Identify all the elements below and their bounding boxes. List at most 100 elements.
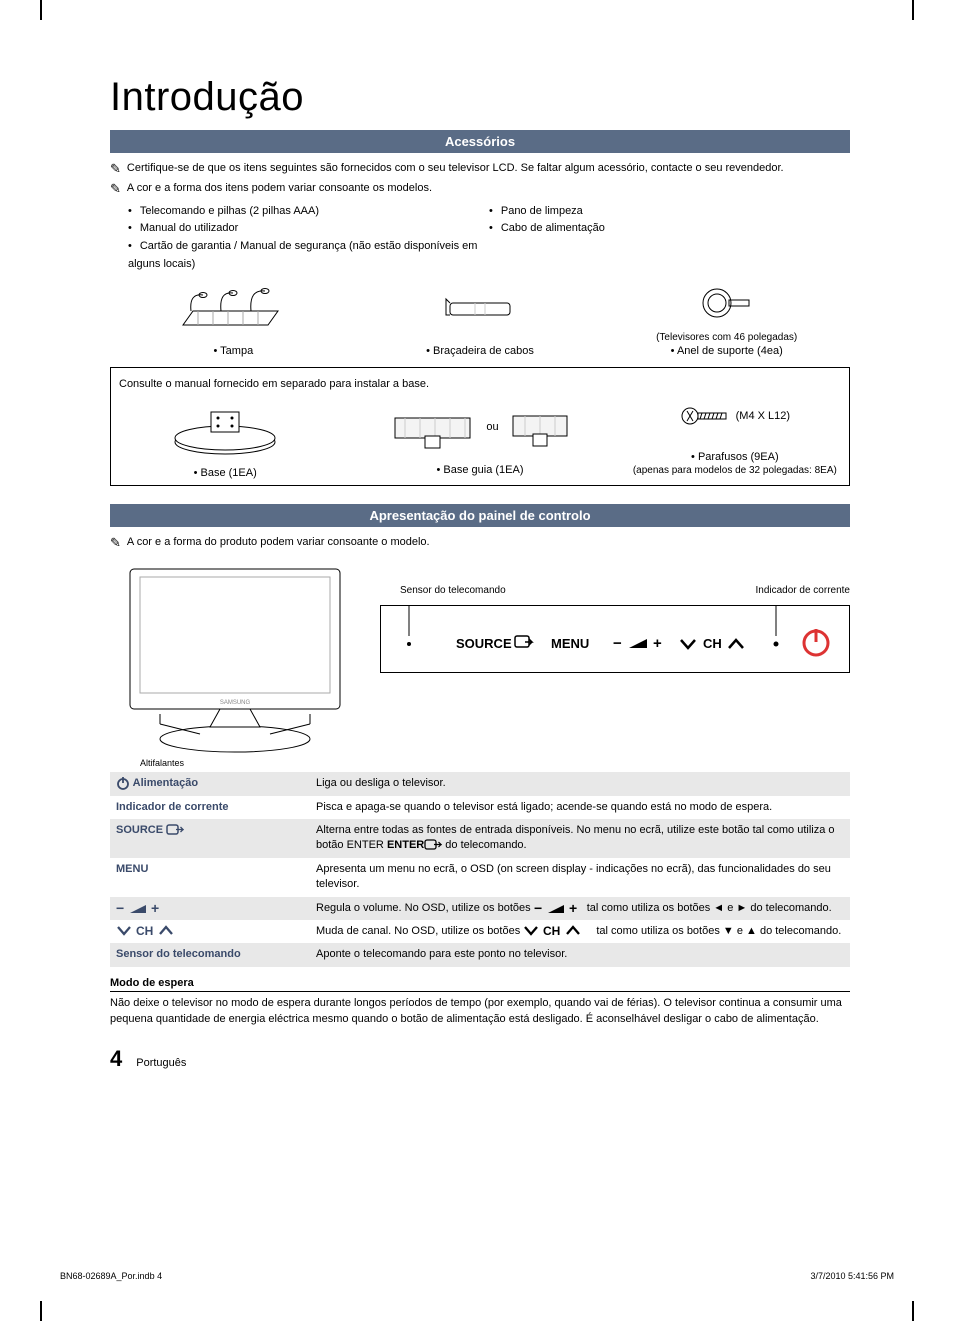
svg-text:CH: CH (136, 924, 153, 938)
enter-icon (424, 839, 442, 851)
accessory-row-1: Tampa Braçadeira de cabos (Televisores c… (110, 283, 850, 357)
control-label: MENU (110, 858, 310, 897)
note-line: ✎ Certifique-se de que os itens seguinte… (110, 161, 850, 177)
power-indicator-label: Indicador de corrente (755, 585, 850, 596)
control-desc: Apresenta um menu no ecrã, o OSD (on scr… (310, 858, 850, 897)
note-line: ✎ A cor e a forma dos itens podem variar… (110, 181, 850, 197)
table-row: MENU Apresenta um menu no ecrã, o OSD (o… (110, 858, 850, 897)
accessory-bracadeira: Braçadeira de cabos (357, 283, 604, 357)
install-label: Parafusos (9EA) (629, 451, 841, 463)
cable-clamp-icon (420, 283, 540, 338)
note-icon: ✎ (110, 182, 121, 195)
remote-sensor-label: Sensor do telecomando (400, 585, 506, 596)
install-label: Base (1EA) (119, 467, 331, 479)
source-label: SOURCE (456, 636, 512, 651)
ring-holder-icon (667, 283, 787, 325)
install-screws: (M4 X L12) Parafusos (9EA) (apenas para … (629, 401, 841, 476)
table-row: − + Regula o volume. No OSD, utilize os … (110, 897, 850, 920)
install-guide: ou Base guia (1EA) (331, 402, 628, 476)
panel-controls-box: SOURCE MENU − + CH (380, 605, 850, 673)
control-desc: Alterna entre todas as fontes de entrada… (310, 819, 850, 858)
standby-title: Modo de espera (110, 977, 850, 992)
screw-icon (680, 401, 730, 431)
svg-text:−: − (116, 901, 124, 915)
install-box: Consulte o manual fornecido em separado … (110, 367, 850, 486)
ch-down-icon (681, 640, 695, 648)
speakers-label: Altifalantes (140, 758, 360, 768)
guide-stand-icon-1 (385, 402, 480, 452)
note-text-1: Certifique-se de que os itens seguintes … (127, 161, 784, 177)
menu-label: MENU (551, 636, 589, 651)
standby-text: Não deixe o televisor no modo de espera … (110, 996, 850, 1028)
panel-note: A cor e a forma do produto podem variar … (127, 535, 430, 551)
control-label: SOURCE (110, 819, 310, 858)
tv-icon: SAMSUNG (110, 559, 360, 759)
print-footer: BN68-02689A_Por.indb 4 3/7/2010 5:41:56 … (60, 1271, 894, 1281)
tv-illustration: SAMSUNG Altifalantes (110, 559, 360, 768)
panel-controls-wrap: Sensor do telecomando Indicador de corre… (380, 559, 850, 673)
accessory-label: Tampa (110, 345, 357, 357)
install-base: Base (1EA) (119, 398, 331, 479)
control-label: Sensor do telecomando (110, 943, 310, 966)
vol-minus-icon: − (613, 635, 622, 652)
list-item: Cabo de alimentação (489, 220, 850, 238)
svg-text:CH: CH (543, 924, 560, 938)
stand-base-icon (155, 398, 295, 458)
ch-up-icon (729, 640, 743, 648)
note-icon: ✎ (110, 162, 121, 175)
control-desc: Regula o volume. No OSD, utilize os botõ… (310, 897, 850, 920)
list-item: Manual do utilizador (128, 220, 489, 238)
cover-icon (173, 283, 293, 338)
table-row: CH Muda de canal. No OSD, utilize os bot… (110, 920, 850, 943)
brand-label: SAMSUNG (220, 700, 251, 706)
panel-area: SAMSUNG Altifalantes Sensor do telecoman… (110, 559, 850, 768)
list-item: Pano de limpeza (489, 203, 850, 221)
table-row: SOURCE Alterna entre todas as fontes de … (110, 819, 850, 858)
enter-icon (166, 824, 184, 836)
accessory-sub: (Televisores com 46 polegadas) (603, 332, 850, 343)
guide-stand-icon-2 (505, 402, 575, 452)
control-label: CH (110, 920, 310, 943)
install-sub: (apenas para modelos de 32 polegadas: 8E… (629, 465, 841, 476)
screw-size: (M4 X L12) (736, 410, 790, 422)
panel-header: Apresentação do painel de controlo (110, 504, 850, 527)
page-number: 4 (110, 1046, 122, 1072)
accessory-bullets: Telecomando e pilhas (2 pilhas AAA) Manu… (128, 203, 850, 273)
note-icon: ✎ (110, 536, 121, 549)
controls-table: Alimentação Liga ou desliga o televisor.… (110, 772, 850, 967)
install-intro: Consulte o manual fornecido em separado … (119, 378, 841, 390)
accessory-label: Anel de suporte (4ea) (603, 345, 850, 357)
page-footer-row: 4 Português (110, 1046, 850, 1072)
note-line: ✎ A cor e a forma do produto podem varia… (110, 535, 850, 551)
accessory-anel: (Televisores com 46 polegadas) Anel de s… (603, 283, 850, 357)
control-strip-icon: SOURCE MENU − + CH (381, 606, 849, 672)
accessories-header: Acessórios (110, 130, 850, 153)
accessory-tampa: Tampa (110, 283, 357, 357)
vol-triangle-icon (629, 639, 647, 648)
control-desc: Muda de canal. No OSD, utilize os botões… (310, 920, 850, 943)
control-label: Alimentação (110, 772, 310, 795)
svg-text:+: + (151, 901, 159, 915)
control-desc: Aponte o telecomando para este ponto no … (310, 943, 850, 966)
ch-label: CH (703, 636, 722, 651)
note-text-2: A cor e a forma dos itens podem variar c… (127, 181, 432, 197)
ch-icon: CH (523, 924, 593, 938)
table-row: Indicador de corrente Pisca e apaga-se q… (110, 796, 850, 819)
page-title: Introdução (110, 75, 850, 120)
control-desc: Pisca e apaga-se quando o televisor está… (310, 796, 850, 819)
ch-icon: CH (116, 924, 186, 938)
footer-timestamp: 3/7/2010 5:41:56 PM (810, 1271, 894, 1281)
vol-plus-icon: + (653, 635, 662, 652)
table-row: Sensor do telecomando Aponte o telecoman… (110, 943, 850, 966)
table-row: Alimentação Liga ou desliga o televisor. (110, 772, 850, 795)
svg-text:+: + (569, 901, 577, 915)
vol-icon: −+ (534, 901, 584, 915)
control-label: − + (110, 897, 310, 920)
footer-file: BN68-02689A_Por.indb 4 (60, 1271, 162, 1281)
install-label: Base guia (1EA) (331, 464, 628, 476)
vol-icon: − + (116, 901, 166, 915)
svg-text:−: − (534, 901, 542, 915)
control-label: Indicador de corrente (110, 796, 310, 819)
accessory-label: Braçadeira de cabos (357, 345, 604, 357)
power-icon (116, 776, 130, 790)
